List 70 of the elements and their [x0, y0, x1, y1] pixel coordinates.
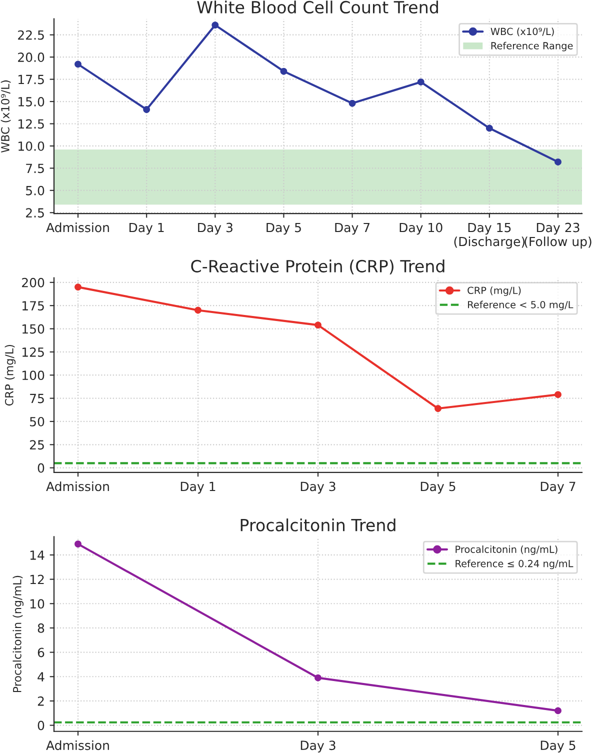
- y-tick-label: 17.5: [18, 74, 44, 84]
- legend-label: Reference Range: [491, 42, 573, 52]
- y-tick-label: 8: [38, 623, 44, 633]
- legend-label: Reference ≤ 0.24 ng/mL: [456, 560, 574, 570]
- y-tick-label: 6: [38, 648, 44, 658]
- y-axis-title: WBC (x10⁹/L): [0, 80, 11, 153]
- y-tick-label: 15.0: [18, 96, 44, 106]
- legend-label: CRP (mg/L): [468, 286, 521, 296]
- y-tick-label: 2: [38, 696, 44, 706]
- chart-title: White Blood Cell Count Trend: [197, 0, 438, 14]
- point: [194, 306, 202, 314]
- x-tick-label: Day 3: [300, 482, 336, 494]
- point: [554, 707, 562, 714]
- x-tick-label: Day 5: [540, 740, 576, 753]
- chart-title: C-Reactive Protein (CRP) Trend: [191, 260, 444, 274]
- y-tick-label: 20.0: [18, 52, 44, 62]
- point: [348, 100, 356, 107]
- y-tick-label: 175: [22, 301, 44, 311]
- y-tick-label: 10.0: [18, 141, 44, 151]
- x-tick-label: Day 3: [300, 740, 336, 753]
- x-tick-label: Day 7: [335, 222, 370, 235]
- point: [314, 674, 322, 682]
- point: [280, 68, 288, 75]
- x-tick-label: Day 5: [420, 482, 456, 494]
- point: [554, 158, 562, 166]
- y-tick-label: 125: [22, 347, 44, 357]
- x-tick-label: Admission: [46, 481, 109, 492]
- point: [417, 78, 424, 86]
- x-tick-label: Day 3: [198, 222, 232, 235]
- point: [434, 405, 442, 412]
- x-tick-label: Day 5: [266, 222, 301, 235]
- y-tick-label: 50: [30, 416, 44, 426]
- y-tick-label: 0: [38, 463, 44, 473]
- y-tick-label: 75: [30, 394, 44, 404]
- x-tick-label: Day 1: [129, 222, 164, 235]
- y-tick-label: 7.5: [26, 164, 44, 174]
- point: [486, 124, 493, 132]
- x-tick-label: Admission: [46, 740, 109, 750]
- y-axis-title: Procalcitonin (ng/mL): [12, 576, 24, 692]
- point: [212, 22, 219, 29]
- legend-label: Procalcitonin (ng/mL): [456, 545, 558, 555]
- x-tick-label: Day 1: [180, 482, 216, 494]
- legend-label: WBC (x10⁹/L): [490, 28, 554, 36]
- x-tick-label: Admission: [46, 222, 109, 232]
- y-tick-label: 12: [30, 574, 44, 584]
- point: [74, 60, 82, 68]
- y-tick-label: 14: [30, 550, 44, 560]
- x-tick-label: Day 15 (Discharge): [454, 222, 525, 249]
- y-tick-label: 10: [30, 599, 44, 609]
- point: [554, 391, 562, 398]
- point: [143, 106, 150, 113]
- y-tick-label: 5.0: [26, 186, 44, 196]
- chart-title: Procalcitonin Trend: [240, 518, 396, 532]
- y-axis-title: CRP (mg/L): [4, 344, 16, 406]
- y-tick-label: 4: [38, 672, 44, 682]
- x-tick-label: Day 23 (Follow up): [524, 222, 592, 249]
- y-tick-label: 200: [22, 278, 44, 288]
- y-tick-label: 150: [22, 324, 44, 334]
- y-tick-label: 100: [22, 370, 44, 380]
- x-tick-label: Day 7: [540, 482, 576, 494]
- y-tick-label: 22.5: [18, 30, 44, 40]
- x-tick-label: Day 10: [400, 222, 442, 235]
- point: [314, 322, 322, 329]
- y-tick-label: 25: [30, 440, 44, 450]
- point: [74, 284, 82, 291]
- point: [74, 540, 82, 548]
- y-tick-label: 2.5: [26, 208, 44, 218]
- y-tick-label: 12.5: [18, 119, 44, 129]
- legend-label: Reference < 5.0 mg/L: [468, 300, 574, 310]
- y-tick-label: 0: [38, 720, 44, 730]
